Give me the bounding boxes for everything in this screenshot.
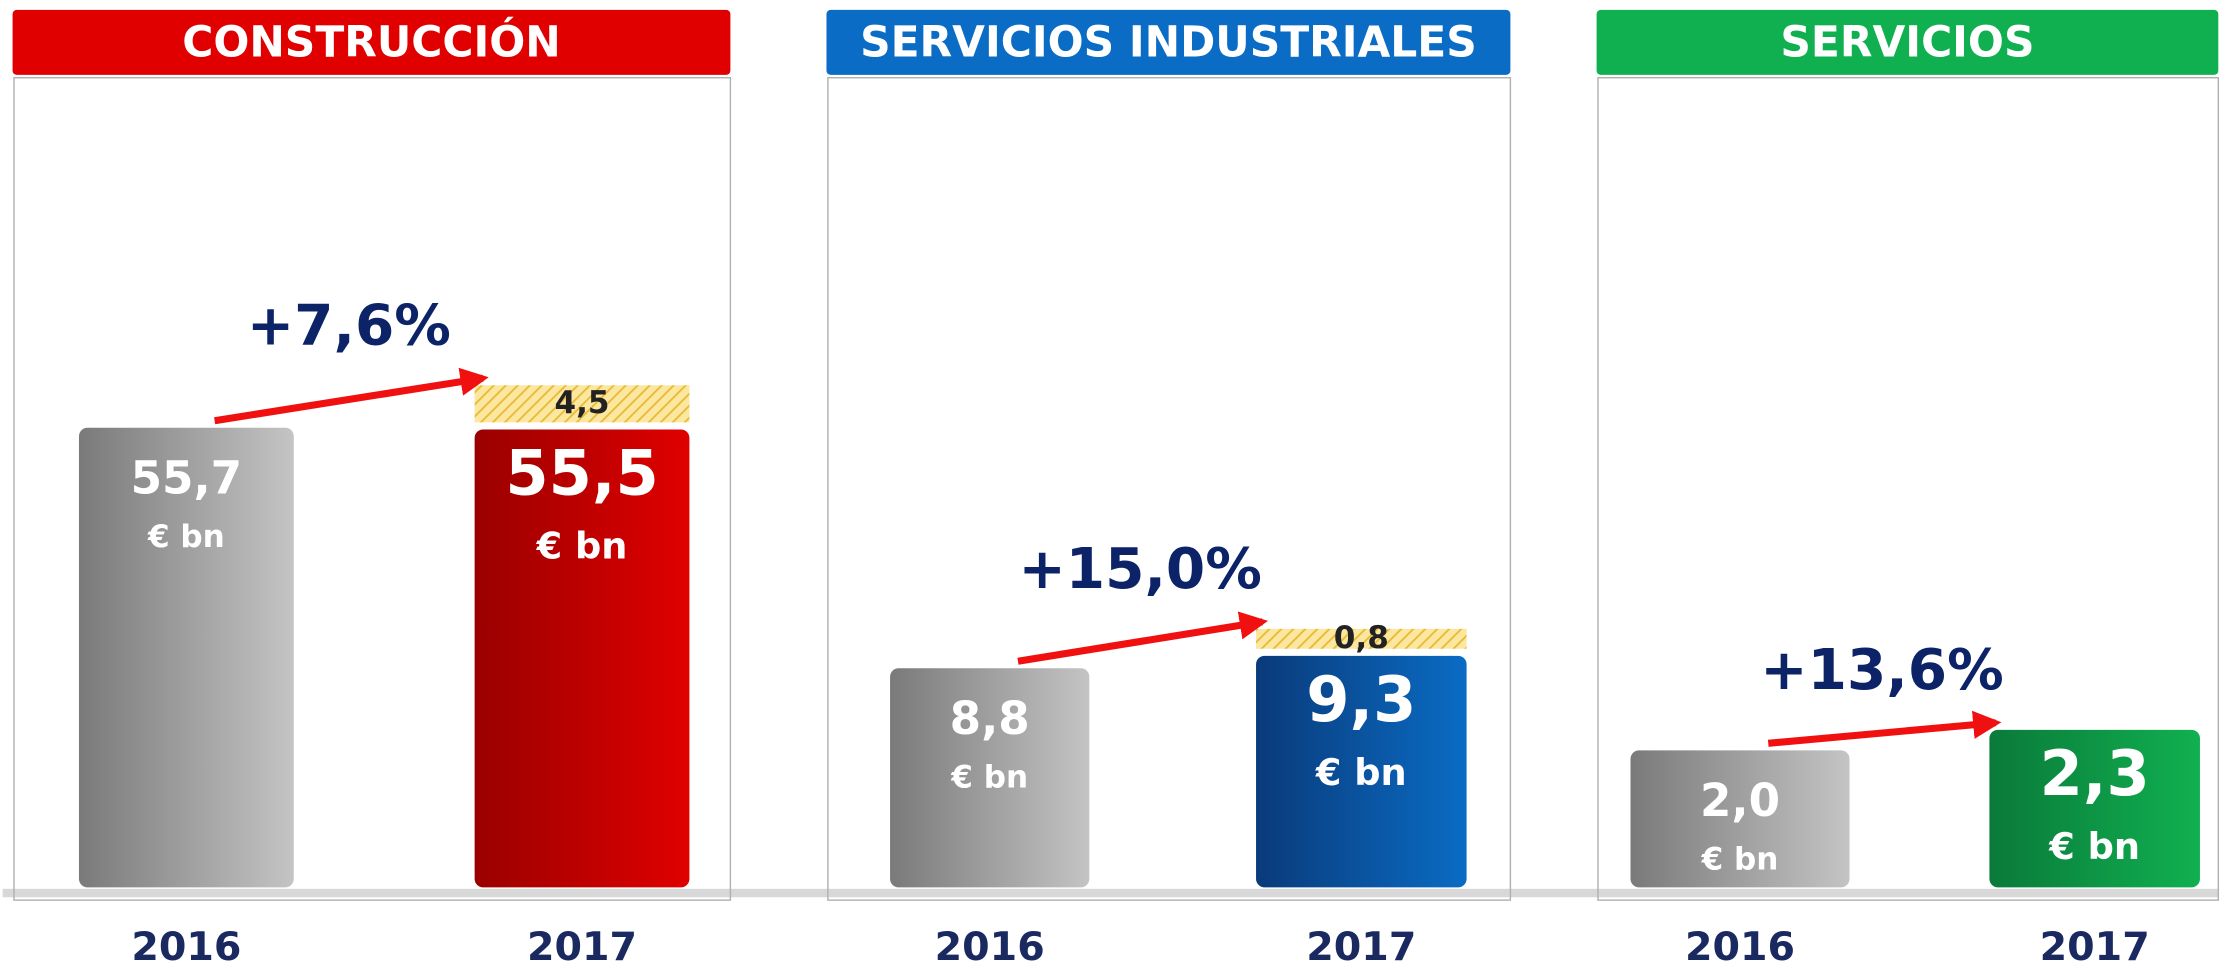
category-label: 2017 xyxy=(527,924,637,970)
bar xyxy=(1256,655,1467,888)
growth-arrow xyxy=(1017,611,1268,665)
extra-segment xyxy=(474,385,690,423)
value-label: 9,3 xyxy=(1306,663,1416,736)
growth-arrow xyxy=(214,367,489,425)
category-label: 2016 xyxy=(131,924,241,970)
bar xyxy=(1630,750,1850,888)
panel-box xyxy=(13,77,732,901)
category-label: 2017 xyxy=(1306,924,1416,970)
extra-label: 4,5 xyxy=(554,385,609,421)
panel-title: CONSTRUCCIÓN xyxy=(182,17,560,67)
panel-box xyxy=(827,77,1512,901)
bar xyxy=(78,427,294,888)
bar xyxy=(474,429,690,888)
extra-segment xyxy=(1256,628,1467,649)
growth-arrow xyxy=(1767,710,2002,747)
panel-header xyxy=(1596,9,2219,75)
value-label: 8,8 xyxy=(950,692,1030,745)
unit-label: € bn xyxy=(2048,825,2140,868)
base-line xyxy=(2,888,2219,898)
growth-label: +7,6% xyxy=(247,293,451,358)
bar xyxy=(890,668,1090,888)
value-label: 2,0 xyxy=(1700,774,1780,827)
extra-label: 0,8 xyxy=(1334,620,1389,656)
category-label: 2017 xyxy=(2040,924,2150,970)
category-label: 2016 xyxy=(1685,924,1795,970)
value-label: 2,3 xyxy=(2040,737,2150,810)
unit-label: € bn xyxy=(1315,751,1407,794)
growth-label: +15,0% xyxy=(1018,537,1261,602)
panel-header xyxy=(826,9,1511,75)
bar xyxy=(1989,729,2200,888)
panel-header xyxy=(12,9,731,75)
value-label: 55,7 xyxy=(131,451,243,504)
growth-label: +13,6% xyxy=(1760,638,2003,703)
category-label: 2016 xyxy=(935,924,1045,970)
panel-title: SERVICIOS INDUSTRIALES xyxy=(860,18,1477,67)
unit-label: € bn xyxy=(1701,842,1779,878)
unit-label: € bn xyxy=(536,525,628,568)
panel-box xyxy=(1597,77,2220,901)
panel-title: SERVICIOS xyxy=(1780,18,2034,67)
unit-label: € bn xyxy=(147,519,225,555)
value-label: 55,5 xyxy=(505,437,658,510)
unit-label: € bn xyxy=(950,759,1028,795)
